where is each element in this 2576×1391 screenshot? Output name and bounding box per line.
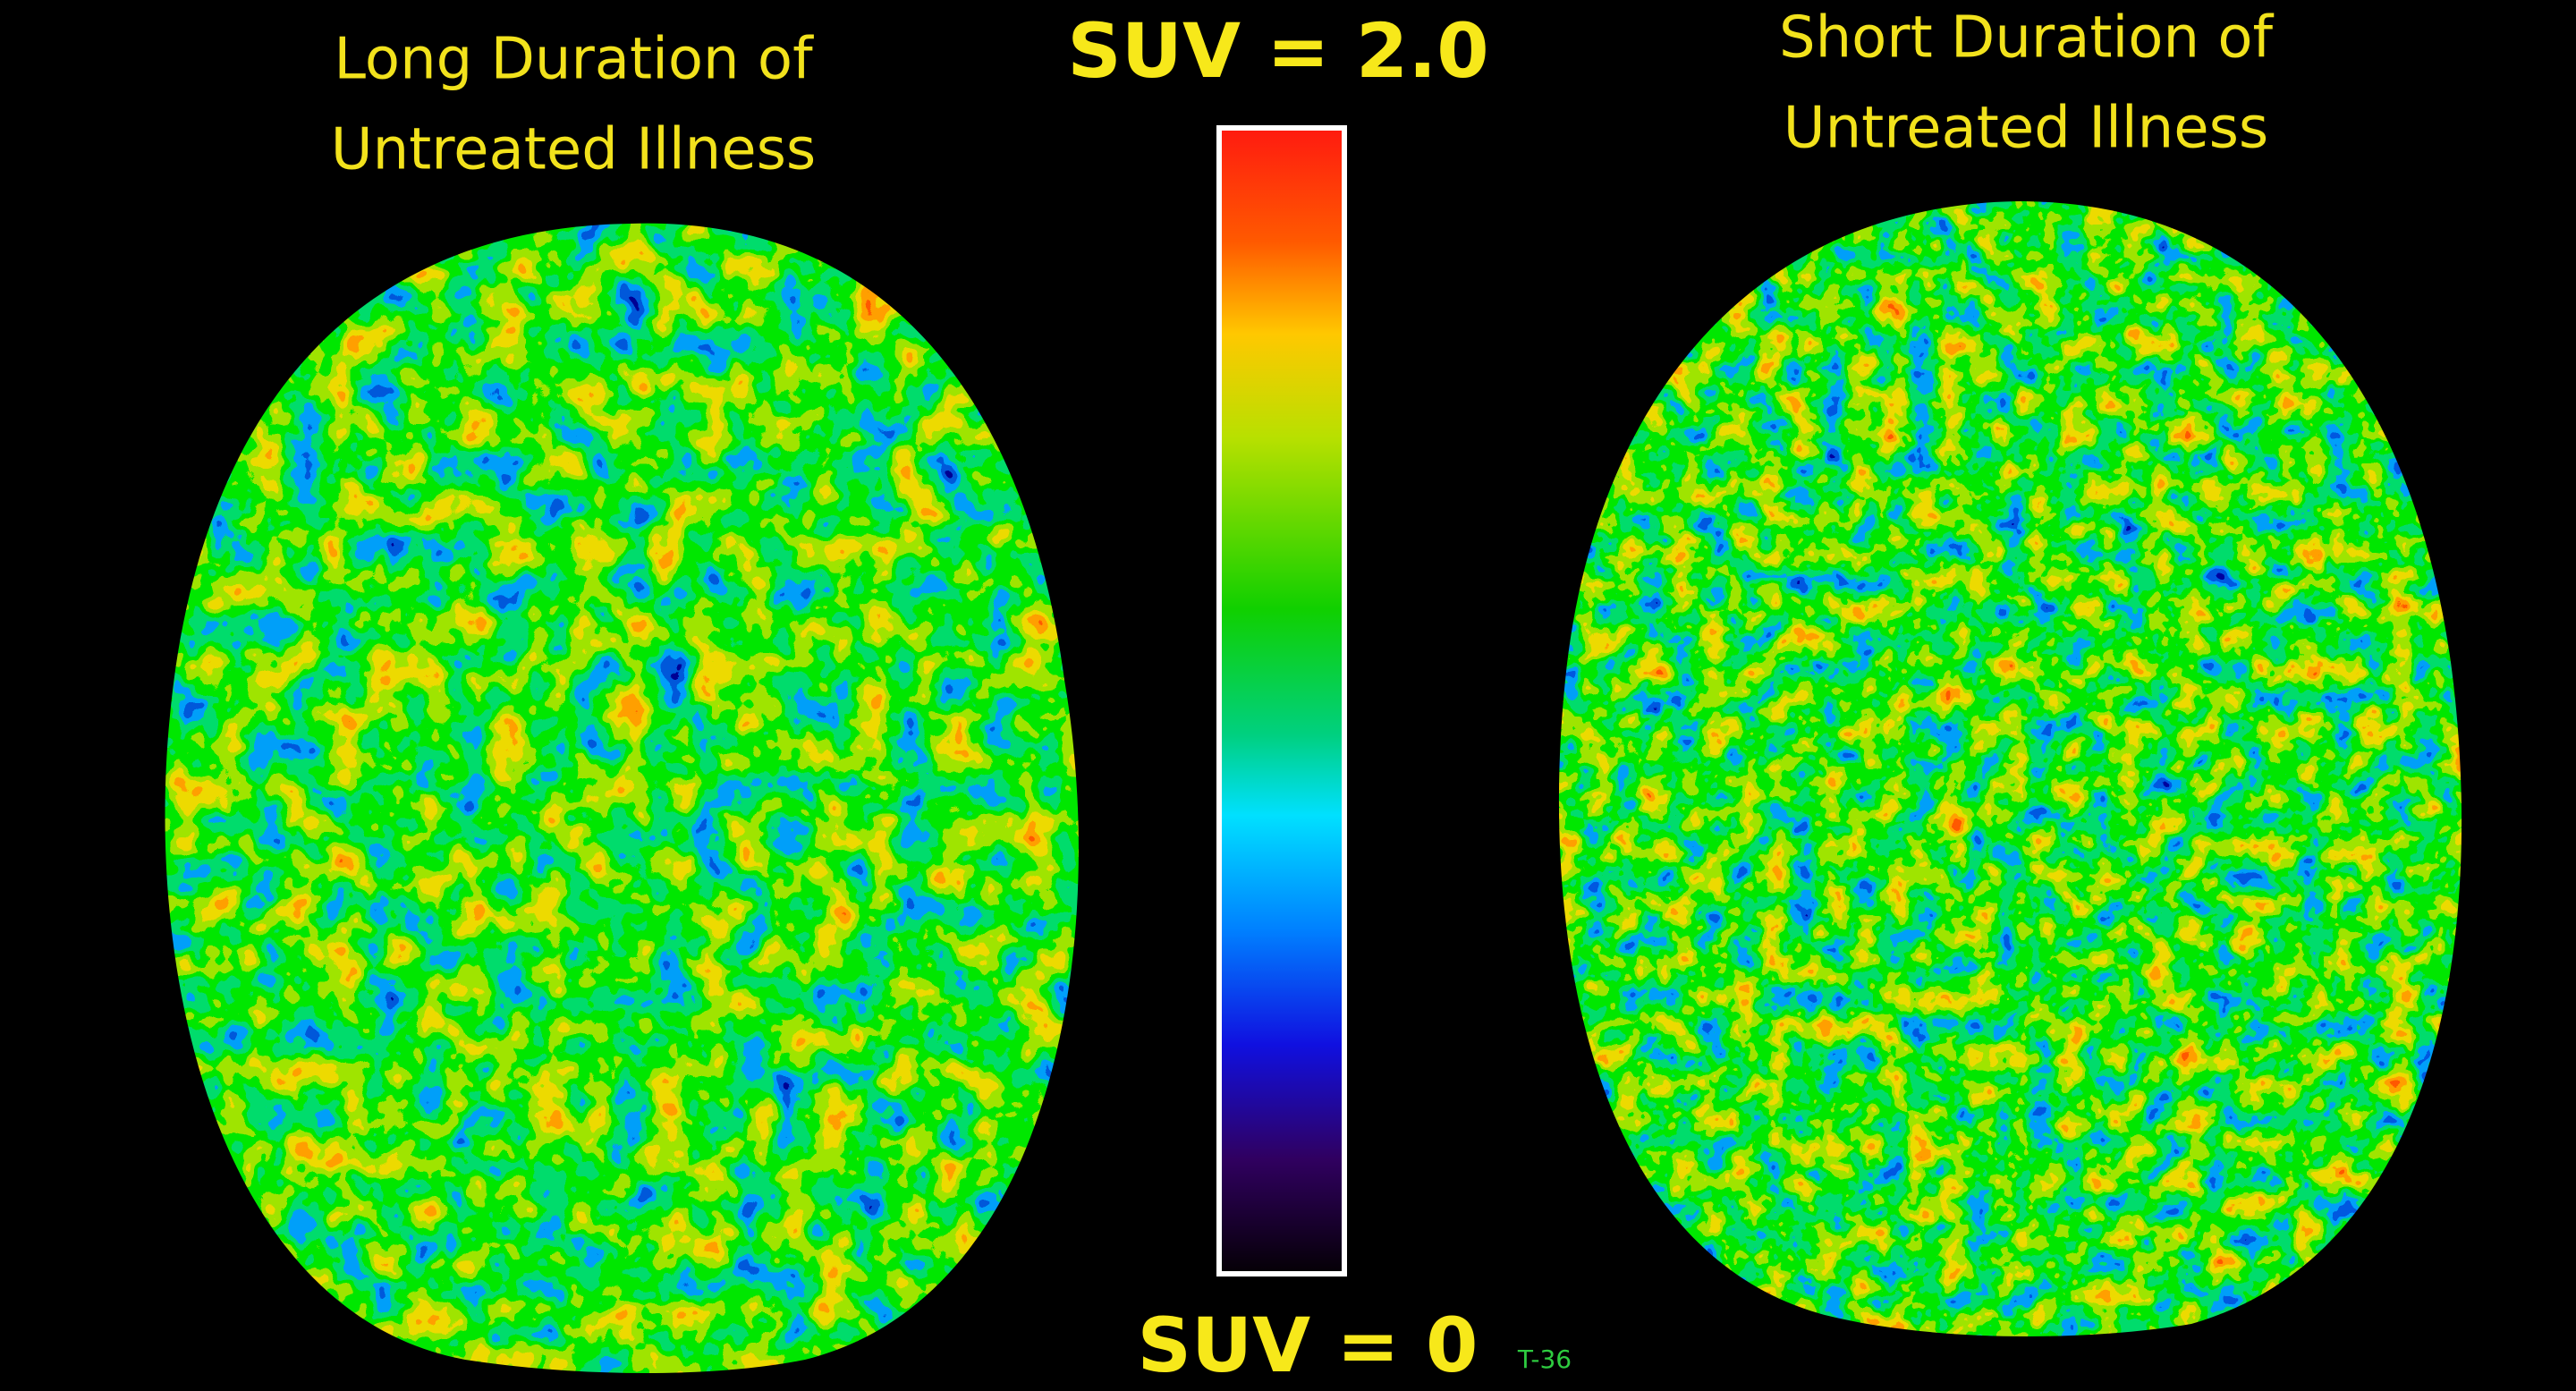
slice-label: T-36 bbox=[1517, 1344, 1572, 1374]
right-title: Untreated Illness bbox=[1784, 96, 2269, 162]
right-brain-scan bbox=[1558, 201, 2462, 1336]
colorbar bbox=[1216, 125, 1347, 1276]
right-title: Short Duration of bbox=[1779, 5, 2275, 72]
colorbar-min-label: SUV = 0 bbox=[1137, 1302, 1478, 1389]
left-title: Long Duration of bbox=[334, 27, 814, 93]
left-title: Untreated Illness bbox=[331, 117, 817, 183]
left-brain-scan bbox=[165, 223, 1079, 1373]
colorbar-max-label: SUV = 2.0 bbox=[1067, 7, 1488, 95]
